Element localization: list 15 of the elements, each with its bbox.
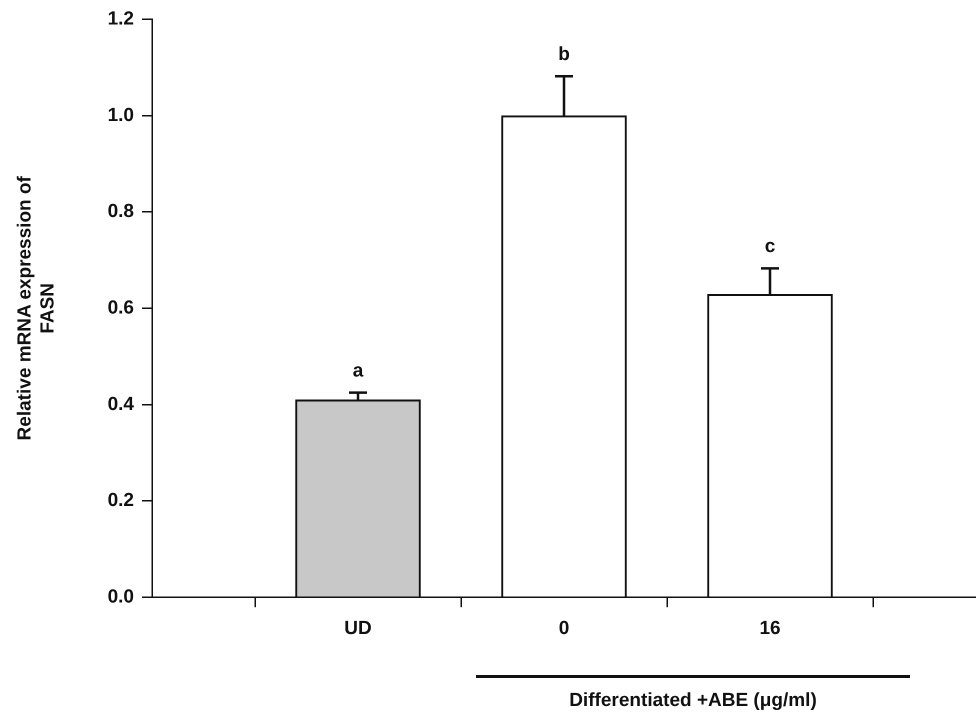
y-tick-label: 0.2 [108, 490, 134, 512]
annotation: a [352, 360, 364, 382]
x-tick-label: UD [344, 618, 372, 639]
y-tick-label: 0.8 [108, 201, 134, 222]
y-axis-title: Relative mRNA expression of FASN [14, 175, 58, 440]
x-tick-label: 16 [759, 618, 781, 639]
y-tick-label: 0.4 [108, 394, 134, 415]
y-tick-label: 1.2 [108, 8, 134, 30]
y-tick-label: 1.0 [108, 104, 134, 126]
annotation: c [764, 236, 776, 258]
annotation: b [558, 44, 570, 65]
y-tick-label: 0.6 [108, 298, 134, 319]
x-axis-title: Differentiated +ABE (μg/ml) [568, 690, 818, 712]
x-tick-label: 0 [558, 618, 570, 639]
y-tick-label: 0.0 [108, 586, 134, 608]
